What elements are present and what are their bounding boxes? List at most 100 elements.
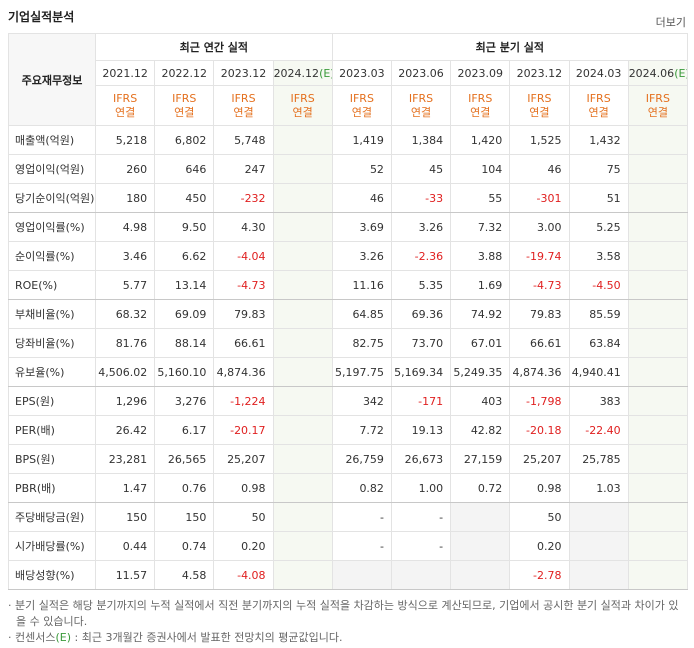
value-cell: 5,249.35 bbox=[450, 357, 511, 387]
value-cell: -301 bbox=[509, 183, 570, 213]
note-text: : 최근 3개월간 증권사에서 발표한 전망치의 평균값입니다. bbox=[71, 631, 343, 644]
value-cell: 1,419 bbox=[331, 125, 392, 155]
row-label: BPS(원) bbox=[8, 444, 96, 474]
empty-cell bbox=[627, 328, 689, 358]
value-cell: 19.13 bbox=[390, 415, 452, 445]
accounting-standard: IFRS bbox=[586, 91, 611, 105]
data-row: 매출액(억원) 5,218 6,802 5,748 1,419 1,384 1,420 1,5… bbox=[8, 125, 689, 155]
value-cell: 5,169.34 bbox=[390, 357, 452, 387]
data-row: PBR(배) 1.47 0.76 0.98 0.82 1.00 0.72 0.98 1.03 bbox=[8, 473, 689, 503]
row-label: 당기순이익(억원) bbox=[8, 183, 96, 213]
accounting-standard: IFRS bbox=[349, 91, 374, 105]
value-cell: -19.74 bbox=[509, 241, 570, 271]
empty-cell bbox=[272, 357, 333, 387]
empty-cell bbox=[272, 502, 333, 532]
value-cell: 52 bbox=[331, 154, 392, 184]
empty-cell bbox=[627, 125, 689, 155]
value-cell: -1,798 bbox=[509, 386, 570, 416]
standard-header: IFRS 연결 bbox=[331, 85, 392, 126]
data-row: 시가배당률(%) 0.44 0.74 0.20- -0.20 bbox=[8, 531, 689, 561]
value-cell: 66.61 bbox=[213, 328, 274, 358]
estimate-mark: (E) bbox=[319, 66, 331, 80]
consolidation-scope: 연결 bbox=[233, 105, 254, 119]
consolidation-scope: 연결 bbox=[292, 105, 313, 119]
note: · 컨센서스(E) : 최근 3개월간 증권사에서 발표한 전망치의 평균값입니… bbox=[8, 631, 343, 644]
value-cell: 26,759 bbox=[331, 444, 392, 474]
empty-cell bbox=[450, 502, 511, 532]
value-cell: 25,207 bbox=[509, 444, 570, 474]
value-cell: 342 bbox=[331, 386, 392, 416]
accounting-standard: IFRS bbox=[172, 91, 197, 105]
value-cell: 5.77 bbox=[94, 270, 156, 300]
value-cell: 42.82 bbox=[450, 415, 511, 445]
value-cell: 0.82 bbox=[331, 473, 392, 503]
period-header: 2024.12(E) bbox=[272, 60, 333, 86]
value-cell: 1.03 bbox=[568, 473, 629, 503]
period-date: 2023.09 bbox=[457, 66, 503, 80]
period-date: 2024.03 bbox=[575, 66, 622, 80]
data-row: BPS(원) 23,281 26,565 25,207 26,759 26,673 27,1… bbox=[8, 444, 689, 474]
value-cell: 69.09 bbox=[154, 299, 215, 329]
accounting-standard: IFRS bbox=[112, 91, 138, 105]
value-cell: 3,276 bbox=[154, 386, 215, 416]
period-header: 2023.12 bbox=[509, 60, 570, 86]
row-label: 유보율(%) bbox=[8, 357, 96, 387]
value-cell: 0.44 bbox=[94, 531, 156, 561]
empty-cell bbox=[627, 386, 689, 416]
accounting-standard: IFRS bbox=[231, 91, 256, 105]
period-header: 2023.09 bbox=[450, 60, 511, 86]
row-label: 당좌비율(%) bbox=[8, 328, 96, 358]
value-cell: 0.20 bbox=[509, 531, 570, 561]
value-cell: 9.50 bbox=[154, 212, 215, 242]
value-cell: 79.83 bbox=[509, 299, 570, 329]
empty-cell bbox=[272, 560, 333, 590]
value-cell: 0.20 bbox=[213, 531, 274, 561]
value-cell: - bbox=[390, 502, 452, 532]
period-header: 2023.12 bbox=[213, 60, 274, 86]
note: · 분기 실적은 해당 분기까지의 누적 실적에서 직전 분기까지의 누적 실적… bbox=[8, 599, 679, 628]
value-cell: 46 bbox=[509, 154, 570, 184]
period-header: 2021.12 bbox=[94, 60, 156, 86]
value-cell: 75 bbox=[568, 154, 629, 184]
value-cell: 383 bbox=[568, 386, 629, 416]
value-cell: -232 bbox=[213, 183, 274, 213]
value-cell: 3.00 bbox=[509, 212, 570, 242]
accounting-standard: IFRS bbox=[527, 91, 552, 105]
section-title: 기업실적분석 bbox=[8, 10, 75, 24]
value-cell: 3.26 bbox=[390, 212, 452, 242]
empty-cell bbox=[627, 531, 689, 561]
empty-cell bbox=[272, 415, 333, 445]
empty-cell bbox=[272, 444, 333, 474]
value-cell: 27,159 bbox=[450, 444, 511, 474]
consolidation-scope: 연결 bbox=[529, 105, 550, 119]
data-row: 배당성향(%) 11.57 4.58 -4.08 -2.78 bbox=[8, 560, 689, 590]
value-cell: 6.17 bbox=[154, 415, 215, 445]
standard-header: IFRS 연결 bbox=[272, 85, 333, 126]
value-cell: 45 bbox=[390, 154, 452, 184]
value-cell: 1.00 bbox=[390, 473, 452, 503]
empty-cell bbox=[568, 502, 629, 532]
empty-cell bbox=[627, 415, 689, 445]
value-cell: 3.26 bbox=[331, 241, 392, 271]
value-cell: 25,785 bbox=[568, 444, 629, 474]
value-cell: 73.70 bbox=[390, 328, 452, 358]
more-link[interactable]: 더보기 bbox=[655, 16, 686, 29]
value-cell: -20.17 bbox=[213, 415, 274, 445]
empty-cell bbox=[627, 299, 689, 329]
value-cell: -4.73 bbox=[509, 270, 570, 300]
value-cell: 26,565 bbox=[154, 444, 215, 474]
data-row: ROE(%) 5.77 13.14 -4.73 11.16 5.35 1.69 -4.73 -4… bbox=[8, 270, 689, 300]
value-cell: 1,432 bbox=[568, 125, 629, 155]
value-cell: 4,874.36 bbox=[213, 357, 274, 387]
value-cell: -4.50 bbox=[568, 270, 629, 300]
value-cell: 85.59 bbox=[568, 299, 629, 329]
value-cell: -20.18 bbox=[509, 415, 570, 445]
value-cell: 7.72 bbox=[331, 415, 392, 445]
value-cell: 450 bbox=[154, 183, 215, 213]
value-cell: - bbox=[331, 502, 392, 532]
empty-cell bbox=[272, 125, 333, 155]
empty-cell bbox=[627, 357, 689, 387]
data-row: 영업이익(억원) 260 646 247 52 45 104 46 75 bbox=[8, 154, 689, 184]
consolidation-scope: 연결 bbox=[588, 105, 609, 119]
value-cell: 4,506.02 bbox=[94, 357, 156, 387]
